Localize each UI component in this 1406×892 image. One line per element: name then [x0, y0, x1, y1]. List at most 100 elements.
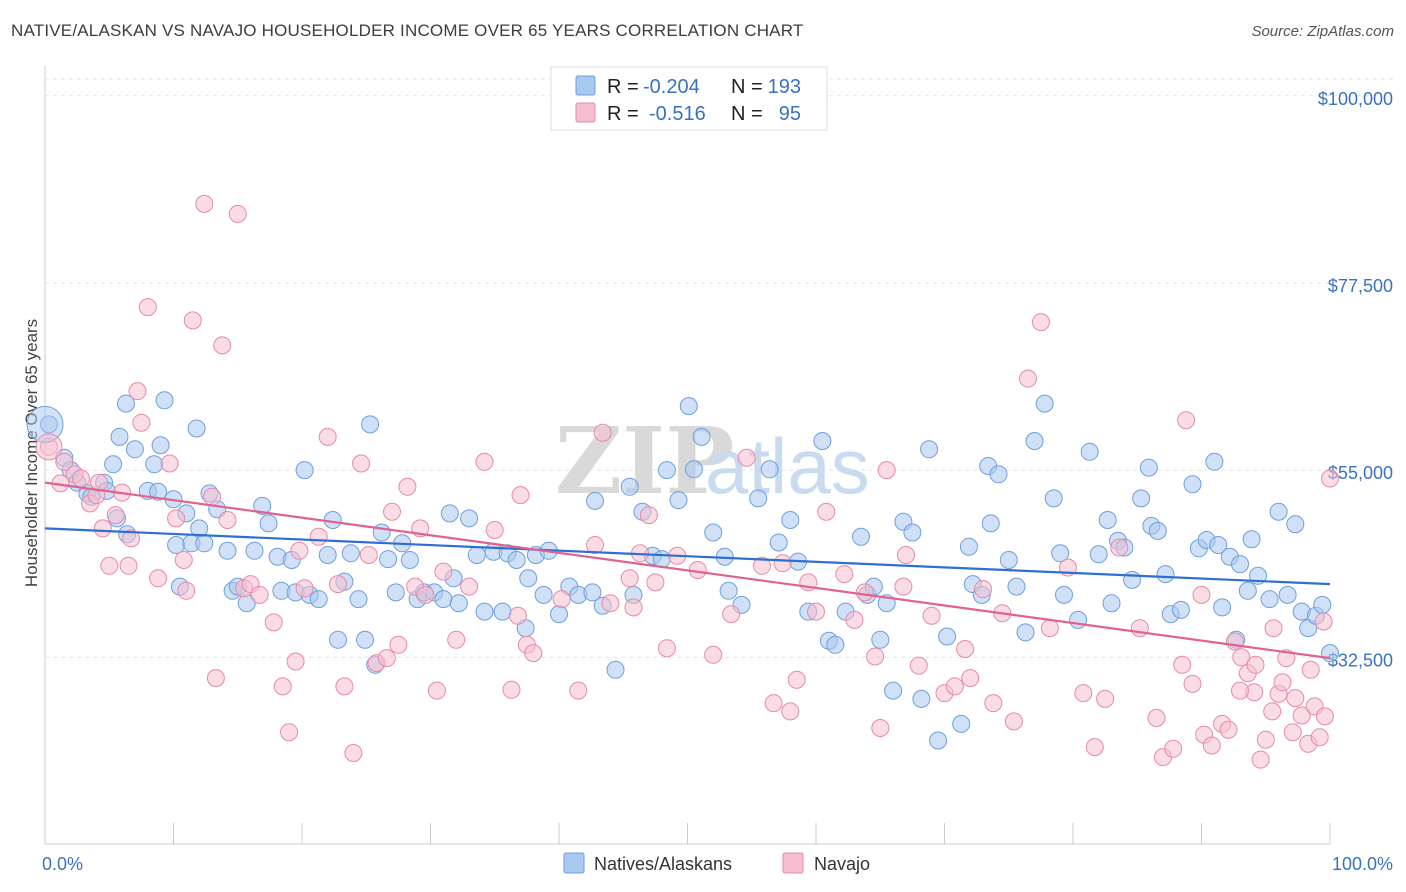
data-point [309, 590, 328, 609]
data-point [122, 529, 141, 548]
data-point [335, 677, 354, 696]
data-point [1171, 600, 1190, 619]
data-point [1205, 452, 1224, 471]
data-point [1019, 369, 1037, 388]
data-point [1164, 739, 1183, 758]
data-point [1173, 655, 1192, 674]
data-point [586, 491, 604, 510]
data-point [151, 436, 170, 455]
legend-swatch-natives [575, 75, 596, 96]
data-point [359, 546, 378, 564]
data-point [1139, 458, 1158, 477]
y-tick-label: $77,500 [1328, 276, 1393, 296]
data-point [174, 551, 193, 569]
y-axis-label: Householder Income Over 65 years [22, 319, 41, 587]
data-point [372, 523, 391, 542]
data-point [125, 440, 144, 459]
data-point [485, 521, 504, 539]
data-point [813, 432, 832, 450]
legend-swatch-navajo [575, 102, 596, 123]
data-point [1219, 720, 1238, 739]
data-point [1148, 521, 1167, 540]
chart-title: NATIVE/ALASKAN VS NAVAJO HOUSEHOLDER INC… [11, 21, 804, 40]
data-point [974, 580, 992, 599]
data-point [855, 583, 874, 602]
data-point [1315, 707, 1334, 726]
data-point [835, 565, 854, 584]
data-point [386, 583, 405, 602]
data-point [760, 460, 779, 479]
data-point [195, 194, 214, 213]
data-point [507, 551, 526, 569]
data-point [475, 602, 494, 621]
data-point [1147, 709, 1166, 727]
data-point [245, 541, 264, 560]
data-point [1292, 706, 1311, 725]
data-point [206, 669, 225, 688]
data-point [679, 397, 698, 416]
legend-r-label-navajo: R = [607, 103, 639, 125]
data-point [344, 744, 363, 762]
data-point [781, 511, 800, 529]
x-tick-label-end: 100.0% [1332, 854, 1393, 874]
data-point [106, 506, 125, 525]
data-point [449, 594, 468, 613]
data-point [1213, 598, 1232, 617]
data-point [550, 605, 568, 624]
legend-n-label-natives: N = [731, 76, 763, 98]
trend-line-navajo [44, 481, 1331, 660]
data-point [295, 461, 314, 480]
watermark: ZIP atlas [555, 407, 870, 515]
legend-n-label-navajo: N = [731, 103, 763, 125]
data-point [787, 670, 806, 689]
data-point [273, 677, 292, 696]
legend-box [550, 66, 828, 131]
data-point [981, 514, 1000, 533]
data-point [264, 613, 283, 632]
data-point [280, 723, 299, 742]
data-point [110, 427, 129, 446]
data-point [938, 627, 957, 646]
data-point [295, 579, 314, 598]
data-point [606, 660, 625, 679]
data-point [1238, 581, 1257, 600]
y-tick-label: $100,000 [1318, 89, 1393, 109]
data-point [1089, 545, 1108, 564]
data-point [1031, 313, 1050, 332]
data-point [352, 454, 371, 473]
data-point [379, 550, 398, 569]
data-point [460, 577, 479, 596]
data-point [961, 669, 980, 688]
data-point [1004, 712, 1023, 731]
data-points [26, 194, 1339, 769]
data-point [826, 635, 845, 654]
data-point [119, 556, 138, 575]
data-point [1040, 619, 1059, 638]
bottom-legend-swatch-natives [563, 852, 585, 874]
data-point [657, 461, 676, 480]
data-point [1321, 469, 1339, 488]
data-point [1260, 590, 1279, 609]
data-point [620, 477, 639, 496]
legend-top: R = -0.204 N = 193 R = -0.516 N = 95 [550, 66, 828, 131]
data-point [1202, 736, 1221, 755]
data-point [877, 461, 896, 480]
data-point [657, 639, 676, 658]
data-point [72, 469, 90, 488]
data-point [1273, 673, 1292, 692]
data-point [871, 630, 890, 649]
data-point [1016, 623, 1035, 642]
data-point [601, 594, 620, 613]
data-point [984, 694, 1003, 713]
legend-r-value-natives: -0.204 [643, 76, 700, 98]
data-point [1225, 632, 1244, 651]
data-point [203, 487, 222, 506]
data-point [894, 577, 913, 596]
data-point [669, 491, 688, 510]
data-point [104, 455, 123, 474]
data-point [1256, 730, 1275, 749]
trend-lines [44, 481, 1331, 660]
data-point [1183, 475, 1202, 494]
data-point [117, 394, 135, 413]
